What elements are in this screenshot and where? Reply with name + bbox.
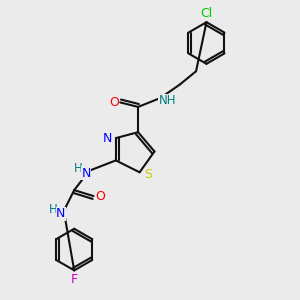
Text: NH: NH	[159, 94, 177, 107]
Text: Cl: Cl	[200, 8, 213, 20]
Text: S: S	[145, 168, 152, 181]
Text: O: O	[109, 96, 119, 109]
Text: F: F	[70, 273, 78, 286]
Text: O: O	[95, 190, 105, 202]
Text: H: H	[49, 203, 58, 216]
Text: N: N	[56, 207, 65, 220]
Text: H: H	[74, 162, 83, 175]
Text: N: N	[103, 132, 112, 145]
Text: N: N	[81, 167, 91, 180]
